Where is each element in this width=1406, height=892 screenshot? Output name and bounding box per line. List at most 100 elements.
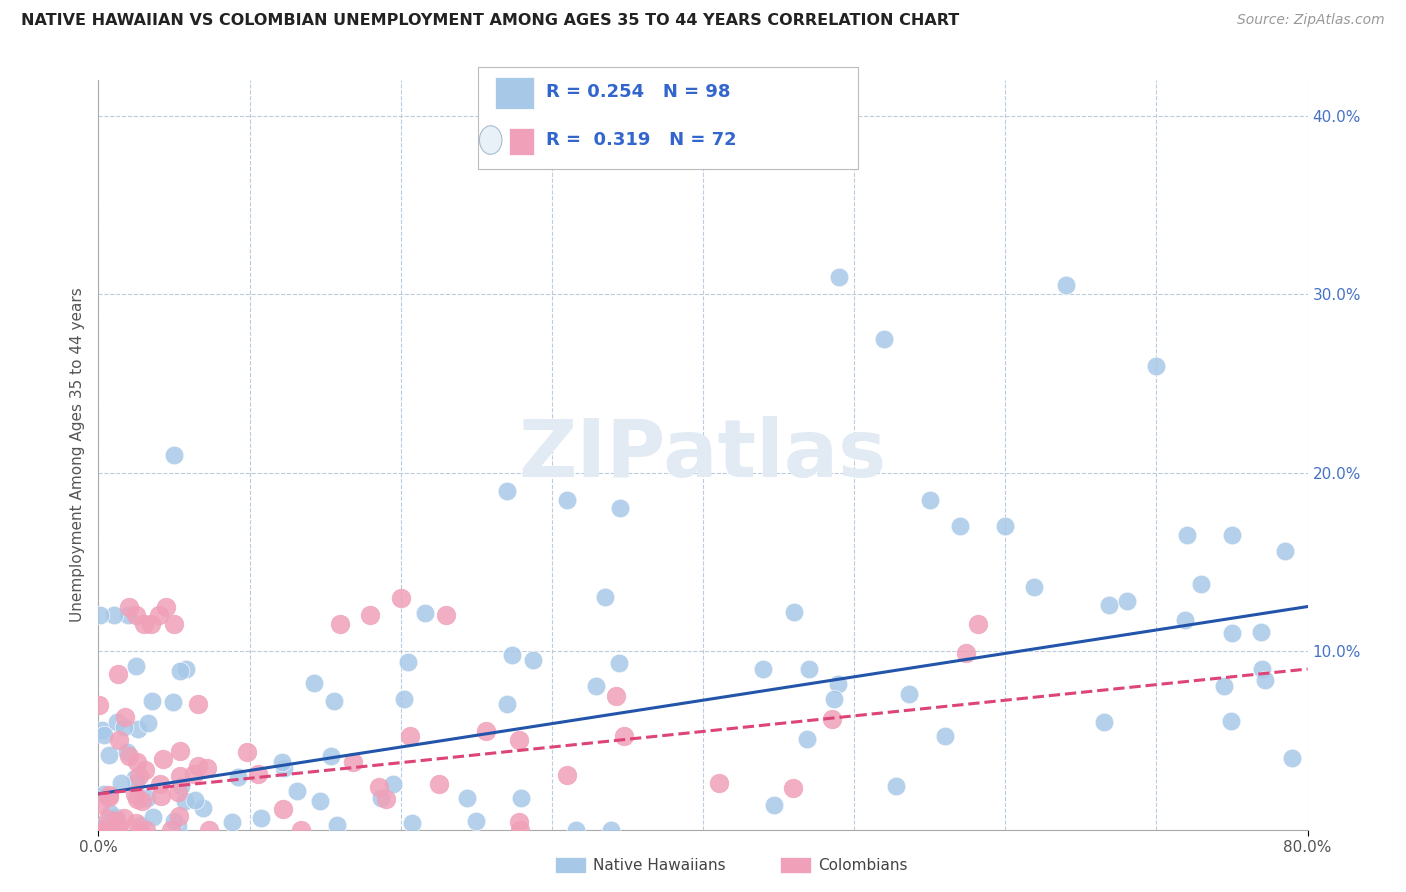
Point: [434, 608, 457, 623]
Point: [555, 768, 578, 782]
Point: [89, 797, 111, 812]
Point: [160, 822, 183, 837]
Point: [94, 822, 117, 837]
Point: [374, 792, 396, 806]
Point: [129, 818, 152, 832]
Point: [93, 788, 115, 802]
Point: [508, 814, 530, 829]
Point: [1281, 751, 1303, 765]
Point: [93, 819, 115, 833]
Point: [125, 755, 148, 769]
Point: [89, 698, 111, 713]
Point: [125, 792, 148, 806]
Point: [169, 769, 191, 783]
Point: [360, 608, 382, 623]
Point: [149, 789, 172, 804]
Point: [132, 617, 155, 632]
Point: [955, 646, 977, 660]
Text: Source: ZipAtlas.com: Source: ZipAtlas.com: [1237, 13, 1385, 28]
Text: R = 0.254   N = 98: R = 0.254 N = 98: [546, 83, 730, 101]
Point: [585, 680, 607, 694]
Point: [187, 759, 209, 773]
Point: [1092, 714, 1115, 729]
Text: Colombians: Colombians: [818, 858, 908, 872]
Point: [271, 802, 294, 816]
Point: [98, 822, 121, 837]
Point: [193, 801, 215, 815]
Point: [141, 617, 163, 632]
Point: [163, 617, 186, 632]
Point: [707, 776, 730, 790]
Point: [195, 761, 218, 775]
Point: [197, 822, 219, 837]
Point: [823, 692, 845, 706]
Point: [1250, 624, 1272, 639]
Point: [1219, 714, 1241, 729]
Point: [134, 764, 156, 778]
Point: [290, 822, 312, 837]
Point: [886, 779, 908, 793]
Point: [141, 694, 163, 708]
Point: [1175, 528, 1198, 542]
Point: [184, 793, 207, 807]
Point: [1174, 613, 1197, 627]
Point: [167, 785, 190, 799]
Point: [1254, 673, 1277, 687]
Point: [91, 723, 114, 737]
Point: [169, 664, 191, 678]
Point: [136, 715, 159, 730]
Point: [1024, 580, 1046, 594]
Point: [389, 591, 412, 605]
Point: [607, 656, 630, 670]
Point: [169, 744, 191, 758]
Point: [370, 791, 392, 805]
Point: [495, 483, 517, 498]
Point: [368, 780, 391, 794]
Point: [135, 822, 157, 837]
Point: [104, 810, 127, 824]
Text: ZIPatlas: ZIPatlas: [519, 416, 887, 494]
Point: [509, 822, 531, 837]
Point: [170, 779, 193, 793]
Point: [97, 812, 120, 826]
Point: [136, 790, 159, 805]
Point: [934, 729, 956, 743]
Point: [107, 822, 129, 837]
Point: [93, 728, 115, 742]
Point: [142, 810, 165, 824]
Point: [98, 790, 121, 805]
Point: [326, 818, 349, 832]
Point: [1189, 576, 1212, 591]
Point: [949, 519, 972, 533]
Point: [394, 692, 416, 706]
Point: [103, 608, 125, 623]
Point: [329, 617, 352, 632]
Point: [1116, 593, 1139, 607]
Point: [827, 677, 849, 691]
Point: [107, 820, 129, 834]
Point: [131, 794, 153, 808]
Point: [427, 777, 450, 791]
Point: [226, 770, 249, 784]
Point: [465, 814, 488, 828]
Point: [495, 698, 517, 712]
Point: [821, 712, 844, 726]
Point: [762, 798, 785, 813]
Point: [250, 811, 273, 825]
Point: [319, 748, 342, 763]
Point: [413, 606, 436, 620]
Point: [127, 723, 149, 737]
Point: [115, 745, 138, 759]
Point: [308, 794, 330, 808]
Point: [555, 492, 578, 507]
Point: [124, 787, 146, 801]
Point: [270, 756, 292, 770]
Point: [285, 783, 308, 797]
Point: [396, 655, 419, 669]
Point: [342, 756, 364, 770]
Point: [118, 749, 141, 764]
Point: [994, 519, 1017, 533]
Point: [456, 791, 478, 805]
Point: [1212, 679, 1234, 693]
Point: [797, 662, 820, 676]
